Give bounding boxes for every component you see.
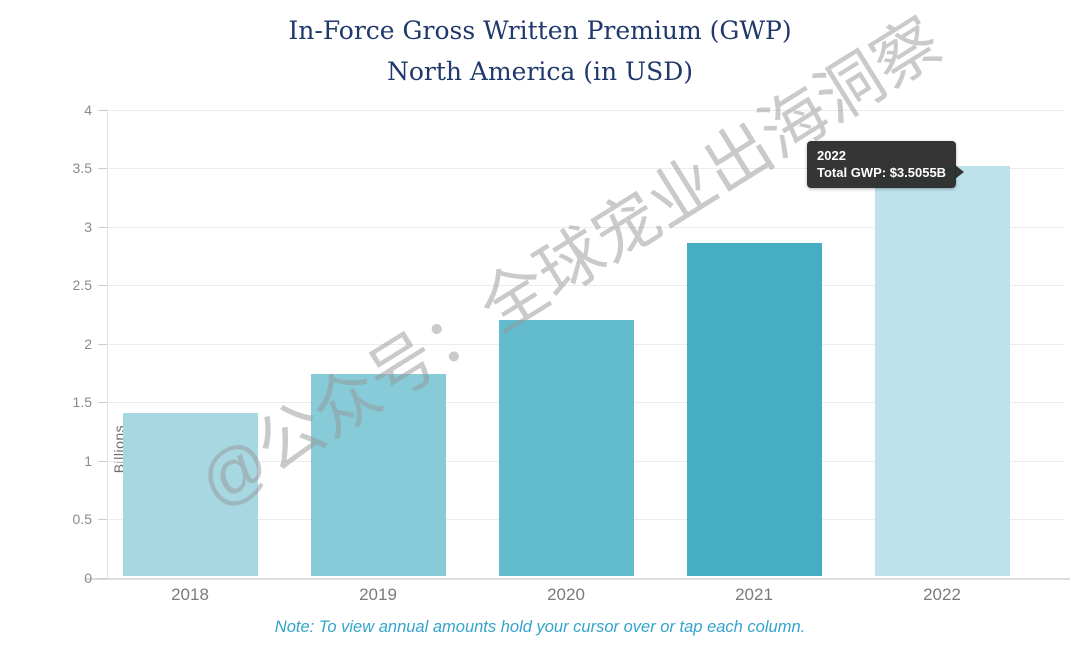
- tooltip-arrow-icon: [955, 165, 965, 179]
- y-tick-label: 0.5: [72, 511, 92, 527]
- bar-2020[interactable]: [499, 320, 634, 576]
- y-axis-line: [107, 109, 108, 578]
- y-tick-mark: [98, 578, 107, 579]
- gridline: [107, 110, 1063, 111]
- y-tick-label: 3.5: [72, 160, 92, 176]
- y-tick-mark: [98, 168, 107, 169]
- chart-title: In-Force Gross Written Premium (GWP) Nor…: [0, 10, 1080, 92]
- y-tick-label: 4: [84, 102, 92, 118]
- y-tick-label: 1.5: [72, 394, 92, 410]
- footer-note: Note: To view annual amounts hold your c…: [274, 618, 806, 636]
- y-tick-label: 2.5: [72, 277, 92, 293]
- y-tick-label: 1: [84, 453, 92, 469]
- x-tick-label-2020: 2020: [547, 585, 585, 604]
- y-tick-label: 0: [84, 570, 92, 586]
- gridline: [107, 285, 1063, 286]
- x-tick-label-2022: 2022: [923, 585, 961, 604]
- y-tick-mark: [98, 402, 107, 403]
- bar-2019[interactable]: [311, 374, 446, 576]
- chart-title-line1: In-Force Gross Written Premium (GWP): [288, 16, 792, 45]
- gridline: [107, 227, 1063, 228]
- plot-area: Billions: [85, 109, 1070, 580]
- y-tick-mark: [98, 285, 107, 286]
- y-tick-label: 3: [84, 219, 92, 235]
- x-tick-label-2018: 2018: [171, 585, 209, 604]
- y-tick-mark: [98, 227, 107, 228]
- tooltip-year: 2022: [817, 148, 846, 163]
- tooltip: 2022 Total GWP: $3.5055B: [807, 141, 965, 188]
- bar-2021[interactable]: [687, 243, 822, 576]
- y-tick-label: 2: [84, 336, 92, 352]
- chart-title-line2: North America (in USD): [386, 57, 694, 86]
- x-tick-label-2021: 2021: [735, 585, 773, 604]
- y-tick-mark: [98, 519, 107, 520]
- y-tick-mark: [98, 344, 107, 345]
- y-tick-mark: [98, 110, 107, 111]
- bar-2018[interactable]: [123, 413, 258, 576]
- tooltip-value: Total GWP: $3.5055B: [817, 165, 947, 180]
- x-tick-label-2019: 2019: [359, 585, 397, 604]
- x-axis-baseline: [85, 578, 1070, 580]
- gridline: [107, 168, 1063, 169]
- y-tick-mark: [98, 461, 107, 462]
- bar-2022[interactable]: [875, 166, 1010, 576]
